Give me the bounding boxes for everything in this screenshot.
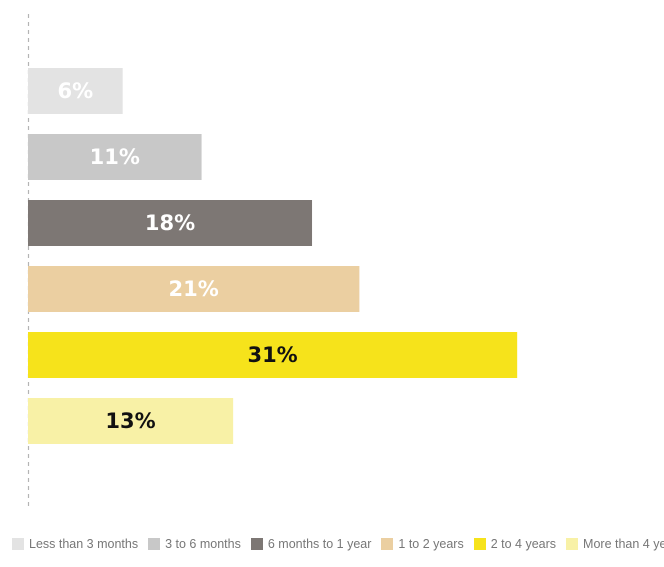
legend-swatch: [473, 538, 486, 550]
legend-swatch: [381, 538, 394, 550]
bar: [28, 266, 360, 312]
bar: [28, 68, 123, 114]
bar-value-label: 18%: [145, 211, 195, 235]
legend-label: 2 to 4 years: [490, 537, 557, 551]
bar-value-label: 11%: [90, 145, 140, 169]
legend-item: 2 to 4 years: [473, 537, 557, 551]
bar-value-label: 21%: [169, 277, 219, 301]
bar: [28, 134, 202, 180]
legend-label: 3 to 6 months: [165, 537, 241, 551]
legend-item: More than 4 years: [566, 537, 664, 551]
legend-item: 3 to 6 months: [148, 537, 241, 551]
legend-label: Less than 3 months: [29, 537, 139, 551]
legend-swatch: [250, 538, 263, 550]
legend-item: 1 to 2 years: [381, 537, 464, 551]
bar: [28, 200, 313, 246]
legend-label: More than 4 years: [583, 537, 664, 551]
bar: [28, 332, 518, 378]
legend-swatch: [12, 538, 24, 550]
legend-item: Less than 3 months: [12, 537, 138, 551]
legend: Less than 3 months 3 to 6 months 6 months …: [12, 537, 664, 551]
legend-label: 6 months to 1 year: [267, 537, 372, 551]
bar-value-label: 13%: [105, 409, 155, 433]
legend-label: 1 to 2 years: [398, 537, 464, 551]
bar-chart: 6% 11% 18% 21% 31% 13%: [27, 14, 518, 508]
bar-value-label: 31%: [247, 343, 297, 367]
legend-swatch: [148, 538, 161, 550]
legend-item: 6 months to 1 year: [250, 537, 372, 551]
bar: [28, 398, 234, 444]
bar-value-label: 6%: [58, 79, 94, 103]
legend-swatch: [566, 538, 579, 550]
